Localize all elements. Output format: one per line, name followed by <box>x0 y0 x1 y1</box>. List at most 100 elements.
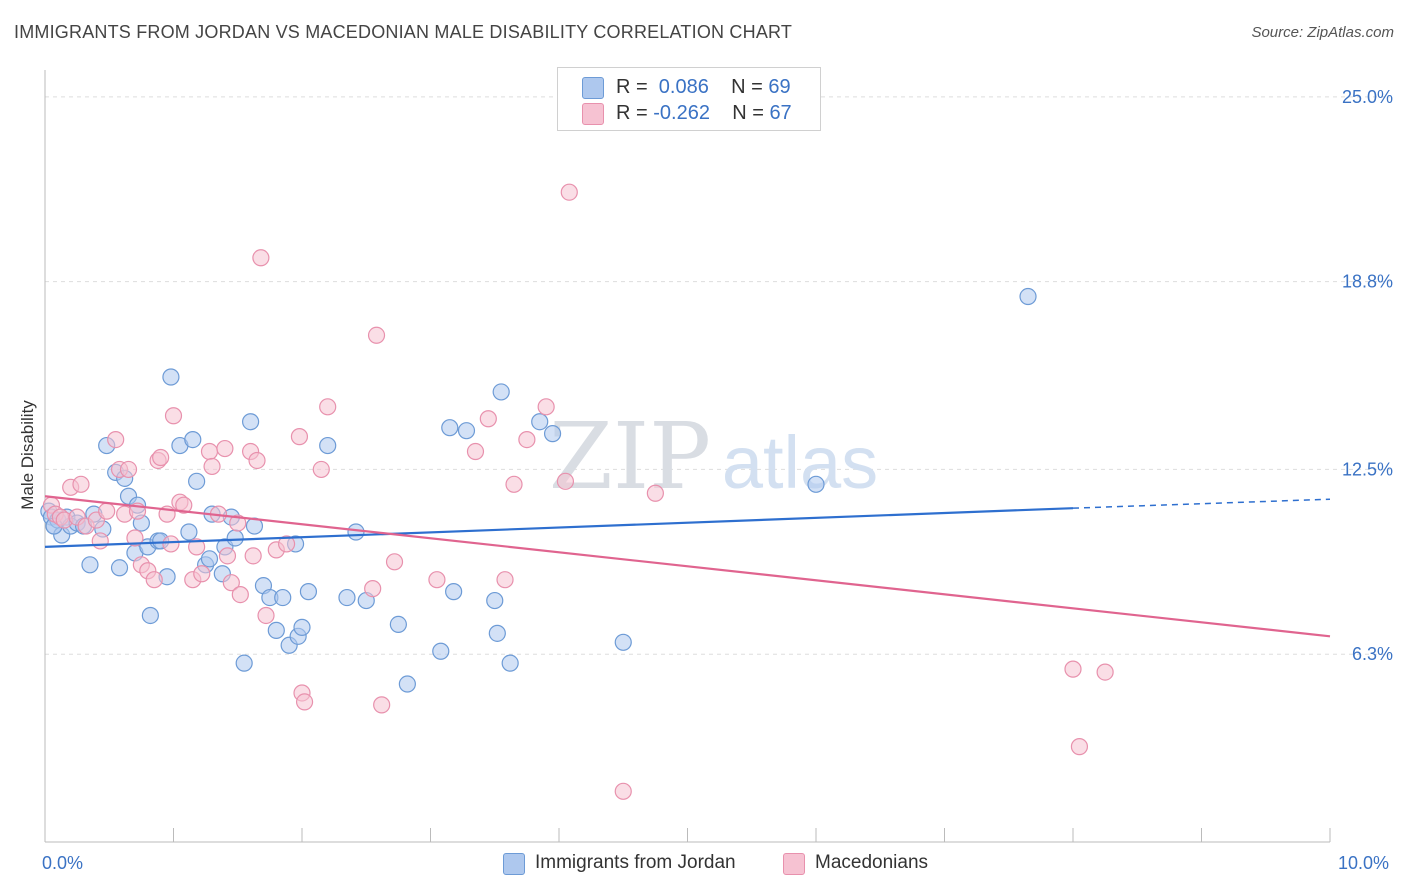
data-point-jordan <box>235 654 253 672</box>
data-point-macedonian <box>152 448 170 467</box>
data-point-macedonian <box>175 496 193 514</box>
data-point-macedonian <box>218 547 237 565</box>
data-point-jordan <box>614 633 632 651</box>
data-point-macedonian <box>252 249 270 267</box>
data-point-macedonian <box>98 502 116 520</box>
series-legend-swatch-jordan <box>503 853 525 875</box>
data-point-macedonian <box>91 532 109 550</box>
data-point-jordan <box>398 675 416 693</box>
data-point-jordan <box>293 618 311 636</box>
data-point-jordan <box>441 419 459 437</box>
data-point-macedonian <box>466 442 485 461</box>
data-point-jordan <box>267 621 285 639</box>
data-point-macedonian <box>277 535 296 553</box>
trend-line-macedonian <box>44 495 1331 638</box>
data-point-macedonian <box>107 431 125 449</box>
x-tick-label-max: 10.0% <box>1338 853 1390 873</box>
data-point-jordan <box>501 654 519 672</box>
data-point-macedonian <box>200 442 219 461</box>
data-point-jordan <box>1019 287 1037 306</box>
data-point-jordan <box>274 588 292 607</box>
data-point-jordan <box>543 425 562 443</box>
data-point-jordan <box>432 642 450 660</box>
series-legend-label-macedonian: Macedonians <box>815 852 929 873</box>
series-jordan-points <box>40 287 1037 693</box>
data-point-jordan <box>110 559 129 577</box>
gridlines <box>45 96 1390 655</box>
data-point-jordan <box>492 383 510 401</box>
chart-title: IMMIGRANTS FROM JORDAN VS MACEDONIAN MAL… <box>14 22 793 42</box>
data-point-macedonian <box>505 475 523 493</box>
data-point-macedonian <box>290 428 309 446</box>
data-point-jordan <box>389 615 407 634</box>
data-point-macedonian <box>560 183 578 201</box>
data-point-macedonian <box>385 553 404 571</box>
data-point-jordan <box>200 550 219 568</box>
data-point-macedonian <box>1064 660 1082 678</box>
data-point-jordan <box>180 523 198 541</box>
watermark-atlas: atlas <box>722 421 878 504</box>
trend-line-jordan <box>44 507 1074 549</box>
trend-line-jordan-extension <box>1072 498 1331 509</box>
data-point-jordan <box>445 583 463 601</box>
y-tick-label: 25.0% <box>1342 87 1393 107</box>
data-point-jordan <box>299 583 318 601</box>
x-tick-label-min: 0.0% <box>42 853 84 873</box>
data-point-macedonian <box>428 571 446 589</box>
data-point-macedonian <box>646 484 664 502</box>
data-point-jordan <box>188 472 206 490</box>
data-point-macedonian <box>145 571 163 589</box>
data-point-jordan <box>319 436 337 455</box>
chart-source: Source: ZipAtlas.com <box>1251 24 1394 41</box>
data-point-jordan <box>162 368 180 386</box>
data-point-macedonian <box>367 326 386 344</box>
data-point-macedonian <box>231 586 249 604</box>
y-tick-label: 18.8% <box>1342 272 1393 292</box>
data-point-macedonian <box>126 529 144 547</box>
data-point-macedonian <box>479 410 497 428</box>
data-point-jordan <box>141 606 159 625</box>
data-point-macedonian <box>496 571 514 589</box>
series-legend: Immigrants from Jordan Macedonians <box>0 850 1406 880</box>
data-point-jordan <box>226 529 244 547</box>
data-point-jordan <box>807 475 825 493</box>
y-axis-title: Male Disability <box>18 400 37 510</box>
data-point-jordan <box>242 413 260 431</box>
data-point-macedonian <box>72 475 90 493</box>
data-point-macedonian <box>295 693 314 711</box>
series-legend-label-jordan: Immigrants from Jordan <box>535 852 736 873</box>
legend-r-macedonian: -0.262 <box>653 102 710 124</box>
data-point-macedonian <box>518 431 536 449</box>
watermark: ZIP atlas <box>549 403 878 510</box>
data-point-jordan <box>457 422 476 440</box>
data-point-macedonian <box>244 547 262 565</box>
watermark-zip: ZIP <box>549 403 711 510</box>
data-point-macedonian <box>319 398 337 416</box>
data-point-macedonian <box>373 696 391 714</box>
data-point-jordan <box>184 431 202 449</box>
data-point-jordan <box>81 556 99 574</box>
data-point-macedonian <box>614 782 632 800</box>
data-point-jordan <box>338 588 356 607</box>
data-point-macedonian <box>537 398 555 416</box>
data-point-macedonian <box>1070 738 1089 756</box>
data-point-macedonian <box>216 439 234 458</box>
y-tick-label: 12.5% <box>1342 459 1393 479</box>
legend-r-jordan: 0.086 <box>658 76 709 98</box>
correlation-legend: R = 0.086 N = 69 R = -0.262 N = 67 <box>557 67 821 131</box>
data-point-macedonian <box>164 407 183 425</box>
data-point-macedonian <box>1096 663 1114 681</box>
legend-n-jordan: 69 <box>768 76 791 98</box>
data-point-macedonian <box>556 472 575 490</box>
data-point-macedonian <box>257 606 275 625</box>
series-legend-swatch-macedonian <box>783 853 805 875</box>
data-point-jordan <box>531 413 549 431</box>
trend-lines <box>44 495 1331 638</box>
y-tick-labels: 6.3% 12.5% 18.8% 25.0% <box>1342 87 1393 664</box>
data-point-macedonian <box>364 580 382 598</box>
legend-swatch-macedonian <box>582 103 604 125</box>
data-point-macedonian <box>312 460 330 479</box>
data-point-macedonian <box>222 574 240 592</box>
y-tick-label: 6.3% <box>1352 644 1393 664</box>
